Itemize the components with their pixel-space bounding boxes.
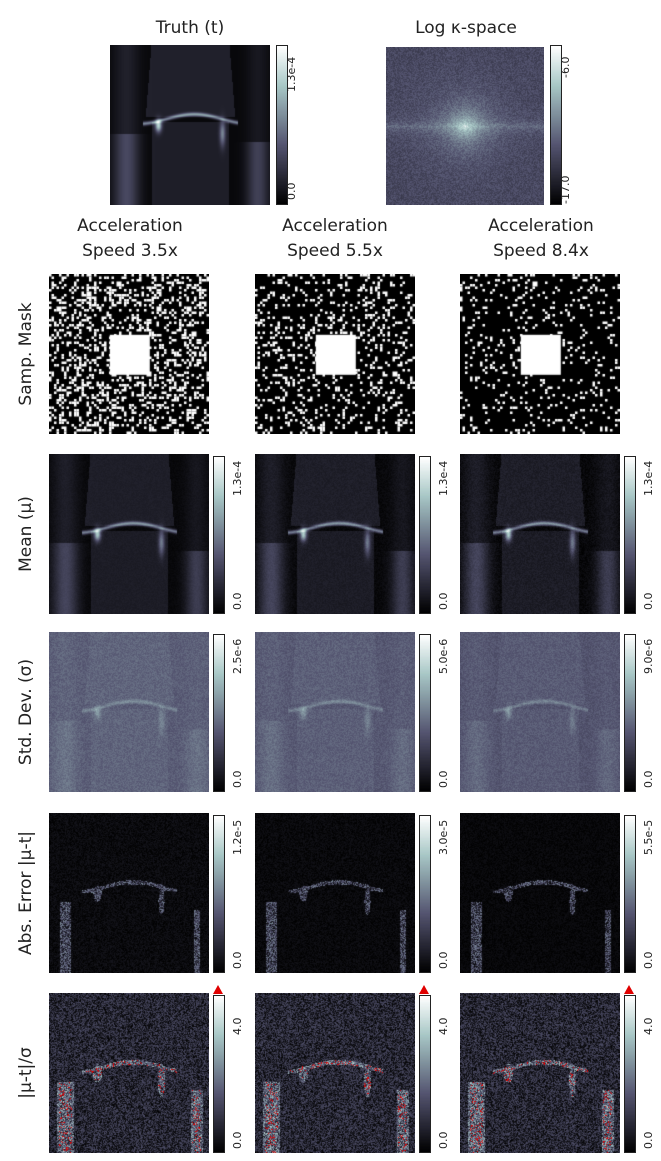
mean-image-col3 xyxy=(460,454,620,614)
zscore-image-col3 xyxy=(460,993,620,1153)
column-header-3-line1: Acceleration xyxy=(488,216,594,236)
mean-cbar-max-col2: 1.3e-4 xyxy=(437,460,450,496)
mean-image-col2 xyxy=(255,454,415,614)
row-label-abs-error: Abs. Error |μ-t| xyxy=(16,831,36,955)
column-header-1: Acceleration Speed 3.5x xyxy=(45,214,215,264)
kspace-image xyxy=(386,47,544,205)
zscore-cbar-max-col1: 4.0 xyxy=(231,1017,244,1036)
overflow-triangle-icon-col2 xyxy=(419,985,429,994)
column-header-2-line2: Speed 5.5x xyxy=(287,241,383,261)
std-image-col3 xyxy=(460,632,620,792)
mask-image-col1 xyxy=(49,274,209,434)
std-cbar-min-col3: 0.0 xyxy=(642,770,655,789)
zscore-image-col2 xyxy=(255,993,415,1153)
zscore-colorbar-col3 xyxy=(624,995,636,1153)
abs-error-colorbar-col1 xyxy=(213,815,225,973)
std-colorbar-col1 xyxy=(213,634,225,792)
zscore-image-col1 xyxy=(49,993,209,1153)
column-header-1-line2: Speed 3.5x xyxy=(82,241,178,261)
mean-cbar-max-col1: 1.3e-4 xyxy=(231,460,244,496)
std-image-col1 xyxy=(49,632,209,792)
std-image-col2 xyxy=(255,632,415,792)
mean-colorbar-col1 xyxy=(213,456,225,614)
std-cbar-max-col1: 2.5e-6 xyxy=(231,638,244,674)
mean-cbar-min-col2: 0.0 xyxy=(437,592,450,611)
mean-colorbar-col3 xyxy=(624,456,636,614)
row-label-mean: Mean (μ) xyxy=(16,496,36,572)
overflow-triangle-icon-col1 xyxy=(213,985,223,994)
mean-cbar-min-col3: 0.0 xyxy=(642,592,655,611)
kspace-cbar-max: -6.0 xyxy=(559,56,572,78)
column-header-1-line1: Acceleration xyxy=(77,216,183,236)
zscore-colorbar-col2 xyxy=(419,995,431,1153)
kspace-colorbar xyxy=(550,45,562,205)
abs-error-cbar-max-col3: 5.5e-5 xyxy=(642,819,655,855)
mean-colorbar-col2 xyxy=(419,456,431,614)
abs-error-cbar-min-col1: 0.0 xyxy=(231,951,244,970)
truth-image xyxy=(110,45,270,205)
abs-error-image-col3 xyxy=(460,813,620,973)
abs-error-cbar-min-col2: 0.0 xyxy=(437,951,450,970)
abs-error-cbar-min-col3: 0.0 xyxy=(642,951,655,970)
abs-error-cbar-max-col2: 3.0e-5 xyxy=(437,819,450,855)
row-label-mask: Samp. Mask xyxy=(16,302,36,406)
mean-cbar-min-col1: 0.0 xyxy=(231,592,244,611)
overflow-triangle-icon-col3 xyxy=(624,985,634,994)
std-colorbar-col2 xyxy=(419,634,431,792)
abs-error-image-col1 xyxy=(49,813,209,973)
std-colorbar-col3 xyxy=(624,634,636,792)
std-cbar-min-col1: 0.0 xyxy=(231,770,244,789)
abs-error-cbar-max-col1: 1.2e-5 xyxy=(231,819,244,855)
zscore-cbar-min-col2: 0.0 xyxy=(437,1131,450,1150)
zscore-colorbar-col1 xyxy=(213,995,225,1153)
zscore-cbar-min-col1: 0.0 xyxy=(231,1131,244,1150)
mask-image-col2 xyxy=(255,274,415,434)
mask-image-col3 xyxy=(460,274,620,434)
std-cbar-max-col3: 9.0e-6 xyxy=(642,638,655,674)
std-cbar-max-col2: 5.0e-6 xyxy=(437,638,450,674)
mean-image-col1 xyxy=(49,454,209,614)
kspace-title: Log κ-space xyxy=(415,18,517,38)
abs-error-colorbar-col3 xyxy=(624,815,636,973)
column-header-2-line1: Acceleration xyxy=(282,216,388,236)
zscore-cbar-max-col2: 4.0 xyxy=(437,1017,450,1036)
mean-cbar-max-col3: 1.3e-4 xyxy=(642,460,655,496)
truth-cbar-max: 1.3e-4 xyxy=(285,56,298,92)
column-header-3-line2: Speed 8.4x xyxy=(493,241,589,261)
abs-error-colorbar-col2 xyxy=(419,815,431,973)
kspace-cbar-min: -17.0 xyxy=(559,175,572,204)
abs-error-image-col2 xyxy=(255,813,415,973)
truth-colorbar xyxy=(276,45,288,205)
truth-title: Truth (t) xyxy=(155,18,225,38)
column-header-3: Acceleration Speed 8.4x xyxy=(456,214,626,264)
truth-cbar-min: 0.0 xyxy=(285,182,298,201)
std-cbar-min-col2: 0.0 xyxy=(437,770,450,789)
column-header-2: Acceleration Speed 5.5x xyxy=(250,214,420,264)
row-label-zscore: |μ-t|/σ xyxy=(16,1047,36,1099)
zscore-cbar-max-col3: 4.0 xyxy=(642,1017,655,1036)
zscore-cbar-min-col3: 0.0 xyxy=(642,1131,655,1150)
row-label-std: Std. Dev. (σ) xyxy=(16,658,36,766)
